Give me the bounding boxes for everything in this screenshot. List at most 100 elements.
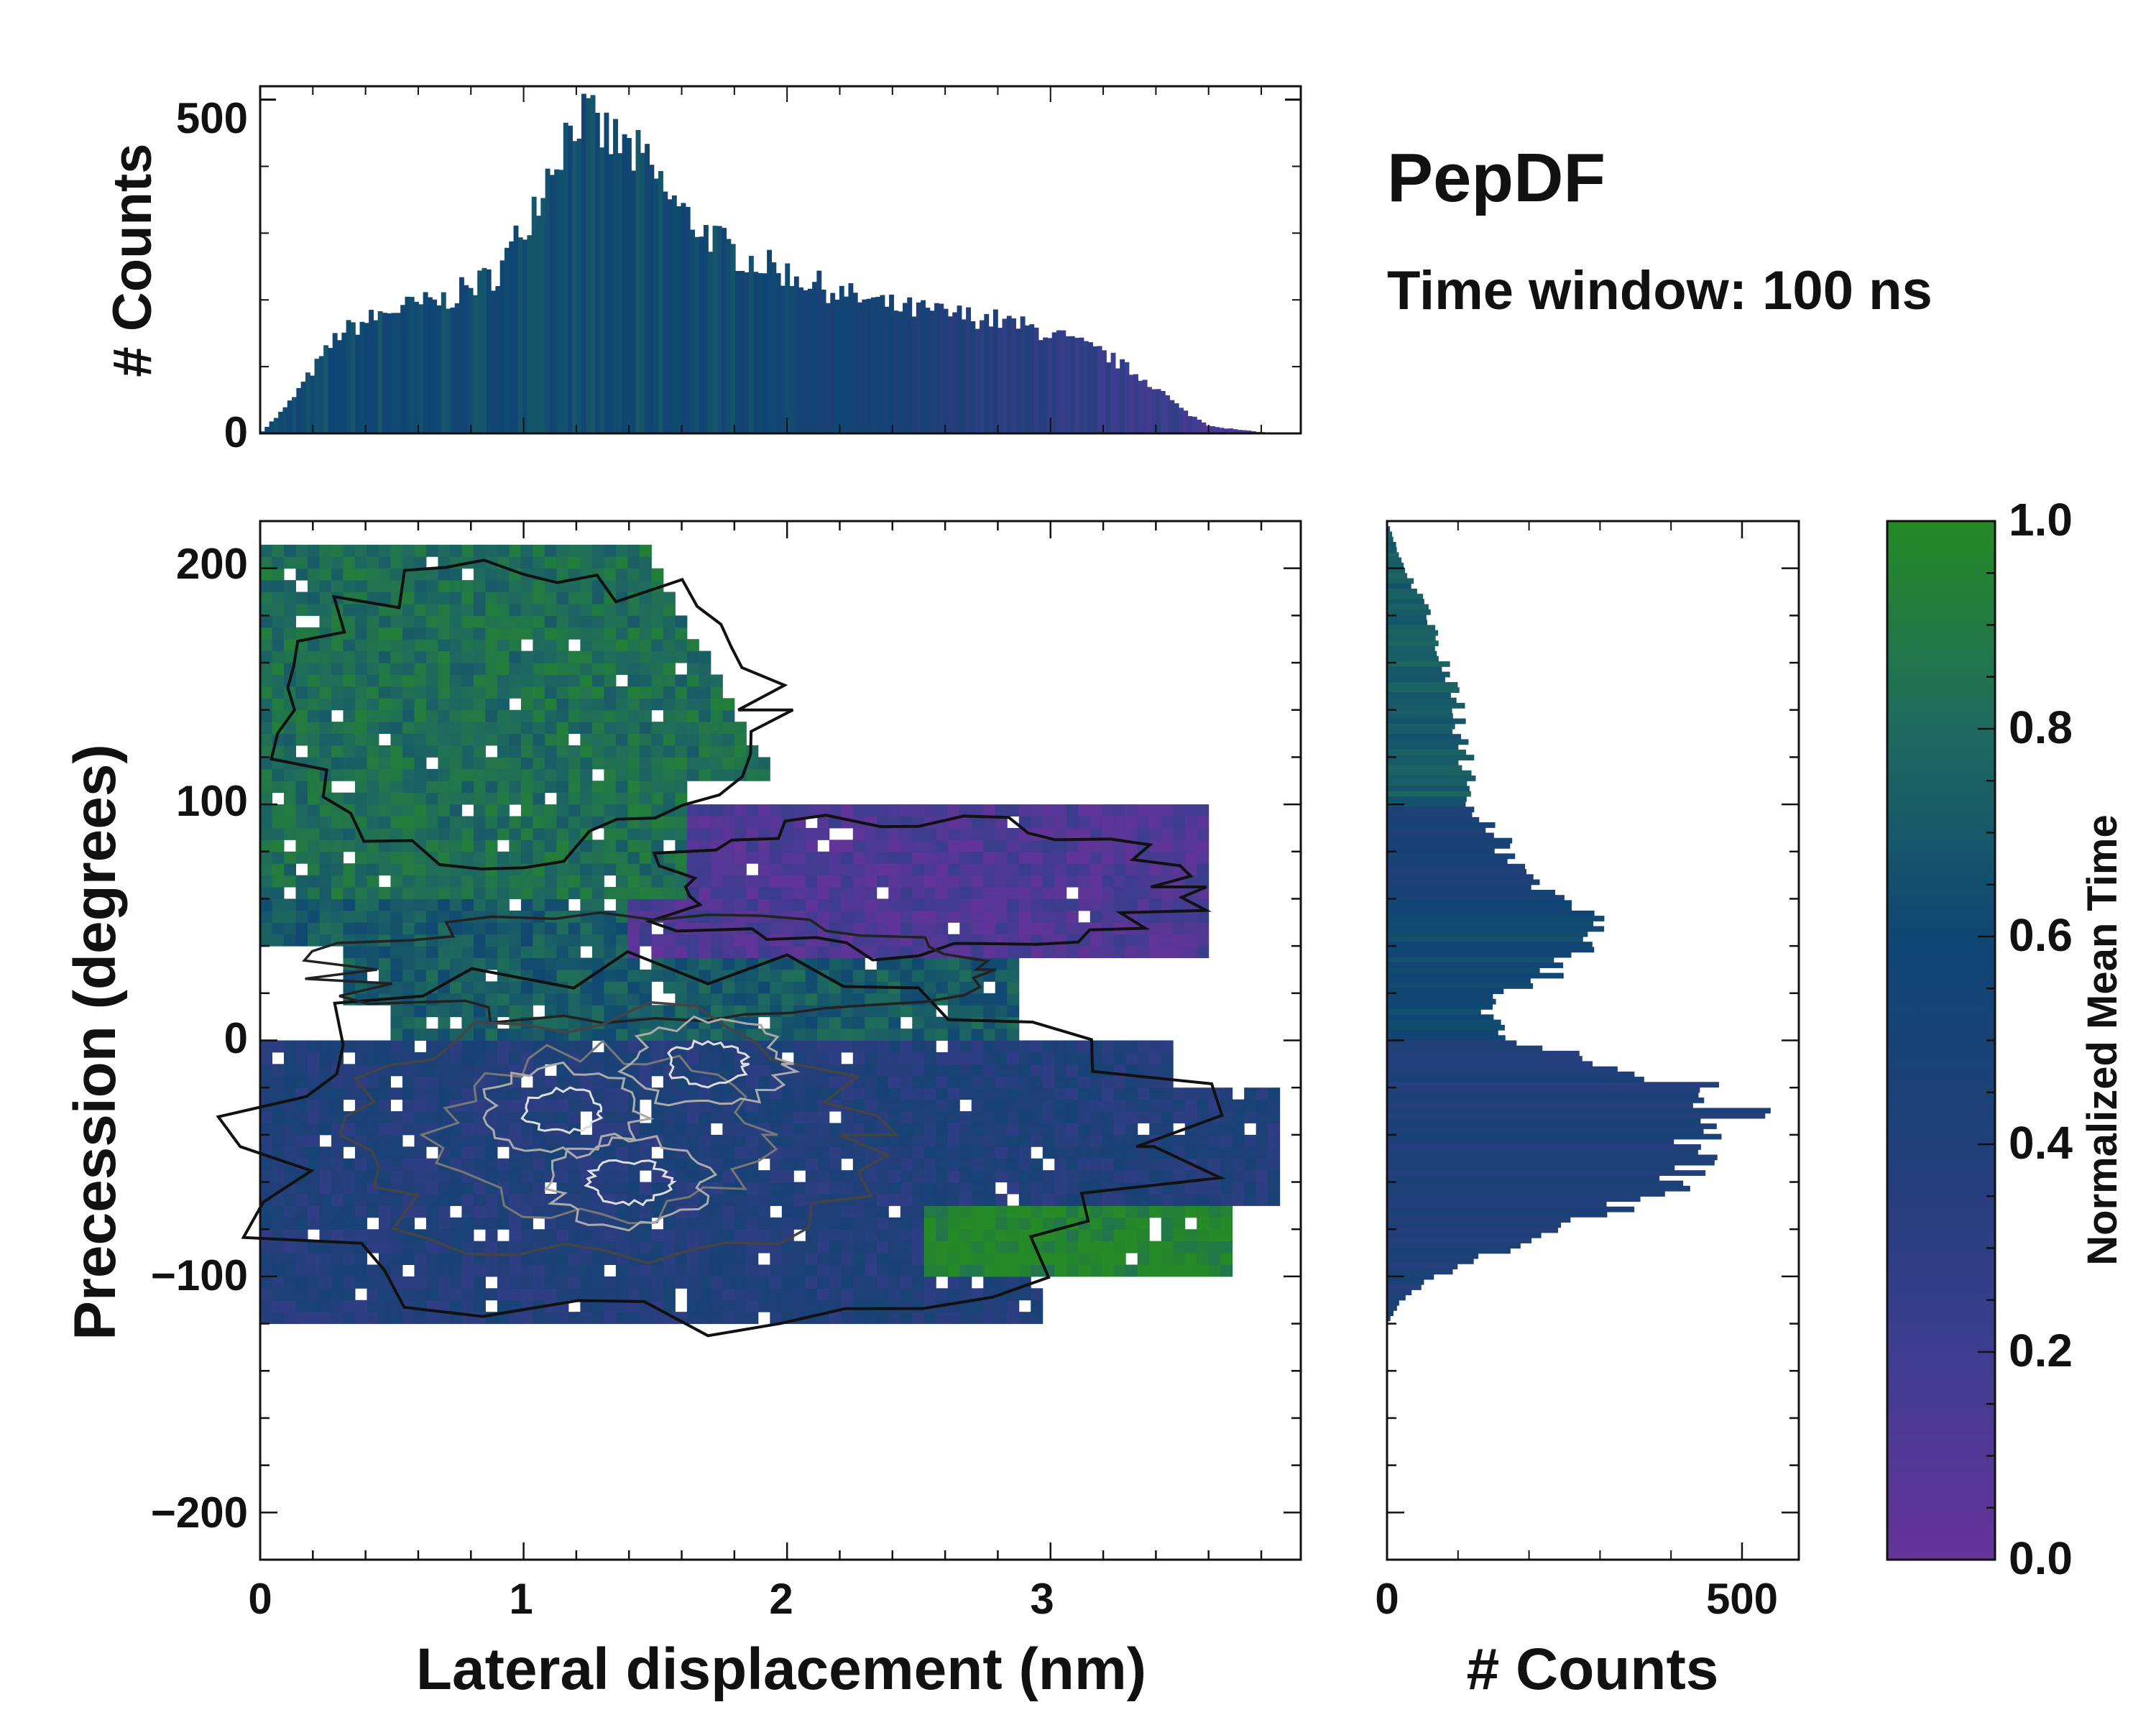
heatmap-cell xyxy=(378,1087,391,1100)
heatmap-cell xyxy=(959,1146,972,1159)
heatmap-cell xyxy=(556,969,569,982)
heatmap-cell xyxy=(1149,804,1162,817)
heatmap-cell xyxy=(1113,1146,1126,1159)
heatmap-cell xyxy=(568,698,581,711)
heatmap-cell xyxy=(354,804,367,817)
heatmap-cell xyxy=(591,650,604,663)
heatmap-cell xyxy=(1089,1253,1102,1265)
heatmap-cell xyxy=(378,556,391,569)
heatmap-cell xyxy=(449,993,462,1006)
heatmap-cell xyxy=(615,639,628,652)
heatmap-cell xyxy=(615,757,628,770)
heatmap-cell xyxy=(402,580,415,593)
top-histogram-bar xyxy=(694,236,700,433)
heatmap-cell xyxy=(947,1052,960,1064)
heatmap-cell xyxy=(675,709,688,722)
heatmap-cell xyxy=(485,1229,498,1242)
heatmap-cell xyxy=(852,875,865,888)
heatmap-cell xyxy=(615,663,628,675)
heatmap-cell xyxy=(260,851,272,864)
heatmap-cell xyxy=(604,1312,617,1325)
top-histogram-bar xyxy=(681,203,686,433)
heatmap-cell xyxy=(497,1052,510,1064)
heatmap-cell xyxy=(1256,1193,1268,1206)
heatmap-cell xyxy=(627,887,640,899)
heatmap-cell xyxy=(1102,1123,1115,1136)
heatmap-cell xyxy=(1089,910,1102,923)
heatmap-cell xyxy=(734,722,747,735)
heatmap-cell xyxy=(354,875,367,888)
heatmap-cell xyxy=(307,816,320,829)
heatmap-cell xyxy=(1268,1087,1281,1100)
heatmap-cell xyxy=(402,946,415,959)
heatmap-cell xyxy=(639,969,652,982)
heatmap-cell xyxy=(260,1217,272,1230)
heatmap-cell xyxy=(438,1134,451,1147)
heatmap-cell xyxy=(307,804,320,817)
heatmap-cell xyxy=(1018,1205,1031,1218)
heatmap-cell xyxy=(1173,1264,1186,1277)
heatmap-cell xyxy=(533,957,545,970)
heatmap-cell xyxy=(283,615,296,628)
heatmap-cell xyxy=(260,1264,272,1277)
heatmap-cell xyxy=(473,1253,486,1265)
heatmap-cell xyxy=(473,981,486,994)
heatmap-cell xyxy=(414,686,427,699)
heatmap-cell xyxy=(283,627,296,640)
heatmap-cell xyxy=(390,544,403,557)
heatmap-cell xyxy=(936,1064,949,1077)
heatmap-cell xyxy=(829,1182,842,1195)
heatmap-cell xyxy=(307,887,320,899)
heatmap-cell xyxy=(580,816,593,829)
heatmap-cell xyxy=(947,910,960,923)
heatmap-cell xyxy=(283,1052,296,1064)
heatmap-cell xyxy=(307,580,320,593)
heatmap-cell xyxy=(449,1052,462,1064)
heatmap-cell xyxy=(947,851,960,864)
heatmap-cell xyxy=(770,1193,783,1206)
heatmap-cell xyxy=(343,946,356,959)
heatmap-cell xyxy=(865,827,877,840)
heatmap-cell xyxy=(1149,1170,1162,1183)
heatmap-cell xyxy=(307,650,320,663)
heatmap-cell xyxy=(675,1276,688,1289)
heatmap-cell xyxy=(888,898,901,911)
heatmap-cell xyxy=(1007,969,1020,982)
main-xlabel: Lateral displacement (nm) xyxy=(416,1637,1146,1702)
heatmap-cell xyxy=(556,663,569,675)
heatmap-cell xyxy=(1220,1182,1233,1195)
heatmap-cell xyxy=(591,722,604,735)
heatmap-cell xyxy=(663,1087,676,1100)
heatmap-cell xyxy=(651,1229,664,1242)
heatmap-cell xyxy=(343,1264,356,1277)
heatmap-cell xyxy=(331,1264,344,1277)
heatmap-cell xyxy=(591,627,604,640)
heatmap-cell xyxy=(959,1312,972,1325)
heatmap-cell xyxy=(438,887,451,899)
heatmap-cell xyxy=(1078,1158,1091,1171)
heatmap-cell xyxy=(390,1134,403,1147)
heatmap-cell xyxy=(829,1229,842,1242)
heatmap-cell xyxy=(615,544,628,557)
heatmap-cell xyxy=(473,840,486,852)
right-histogram-bar xyxy=(1387,739,1469,745)
heatmap-cell xyxy=(615,1099,628,1112)
heatmap-cell xyxy=(544,650,557,663)
heatmap-cell xyxy=(319,698,332,711)
heatmap-cell xyxy=(710,863,723,876)
heatmap-cell xyxy=(604,592,617,604)
heatmap-cell xyxy=(425,603,438,616)
heatmap-cell xyxy=(865,1075,877,1088)
heatmap-cell xyxy=(485,603,498,616)
heatmap-cell xyxy=(1018,816,1031,829)
heatmap-cell xyxy=(414,733,427,746)
heatmap-cell xyxy=(520,827,533,840)
heatmap-cell xyxy=(378,768,391,781)
heatmap-cell xyxy=(1031,1300,1044,1312)
heatmap-cell xyxy=(627,580,640,593)
heatmap-cell xyxy=(923,898,936,911)
heatmap-cell xyxy=(556,709,569,722)
heatmap-cell xyxy=(710,1300,723,1312)
heatmap-cell xyxy=(367,674,379,687)
top-histogram-bar xyxy=(278,411,284,433)
